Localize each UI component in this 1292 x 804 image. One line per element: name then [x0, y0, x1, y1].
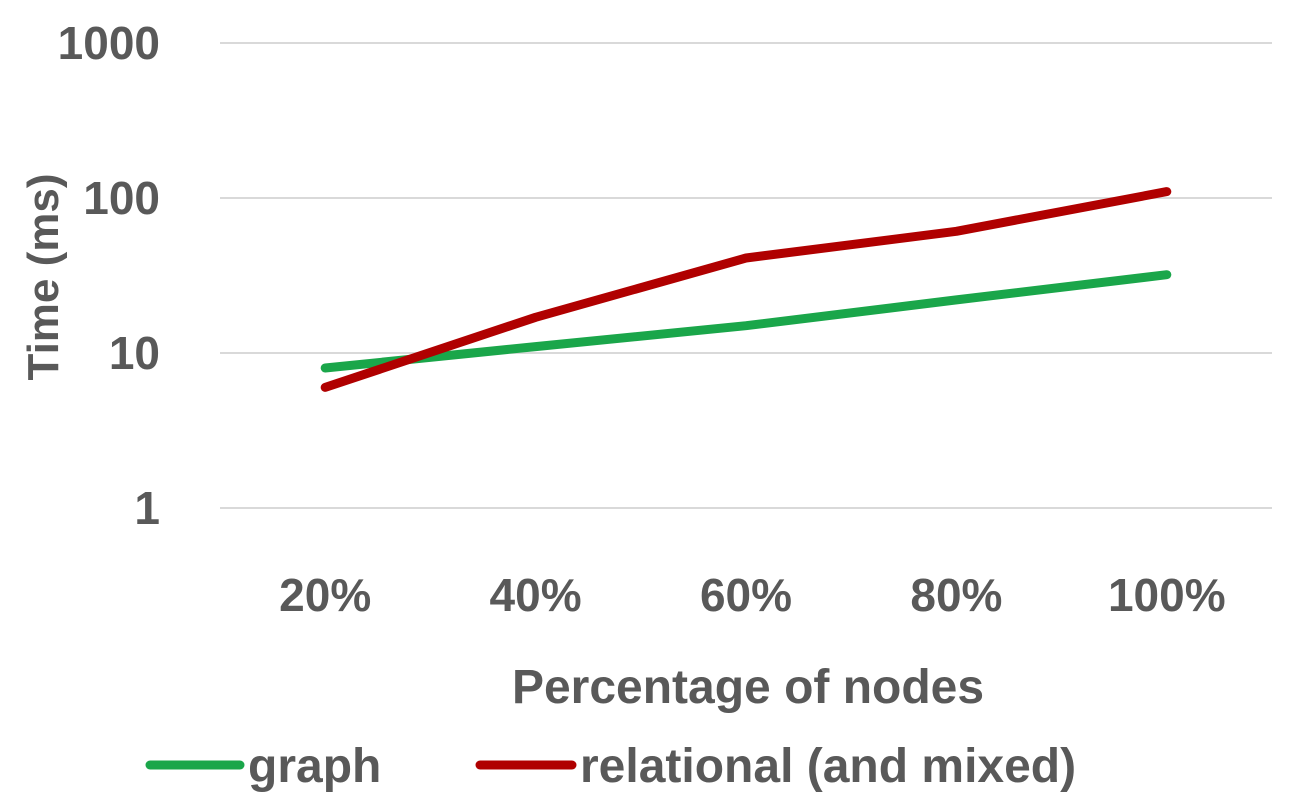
y-tick-label: 100 — [83, 172, 160, 224]
x-tick-label: 40% — [490, 569, 582, 621]
x-axis-ticks: 20% 40% 60% 80% 100% — [279, 569, 1225, 621]
y-tick-label: 1000 — [58, 17, 160, 69]
legend-label: graph — [248, 740, 381, 793]
y-axis-ticks: 1 10 100 1000 — [58, 17, 160, 534]
legend-label: relational (and mixed) — [580, 740, 1076, 793]
x-tick-label: 80% — [910, 569, 1002, 621]
x-tick-label: 60% — [700, 569, 792, 621]
gridlines — [220, 42, 1272, 509]
x-tick-label: 20% — [279, 569, 371, 621]
y-tick-label: 1 — [134, 482, 160, 534]
y-tick-label: 10 — [109, 327, 160, 379]
series-line-2 — [320, 187, 1172, 392]
x-axis-title: Percentage of nodes — [512, 661, 984, 714]
series-line-1 — [320, 270, 1172, 373]
x-tick-label: 100% — [1108, 569, 1226, 621]
legend: graph relational (and mixed) — [145, 740, 1076, 793]
series-lines — [320, 187, 1172, 392]
y-axis-title: Time (ms) — [19, 173, 68, 380]
